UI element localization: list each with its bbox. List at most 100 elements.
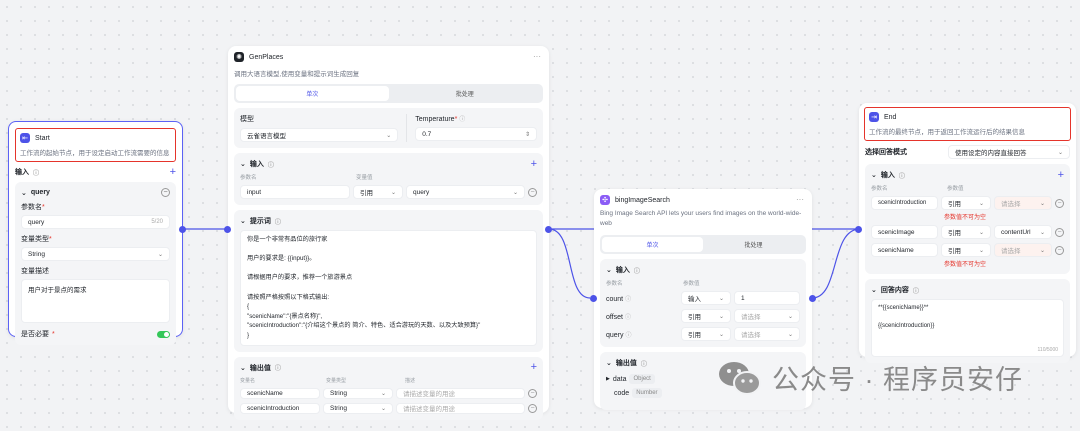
output-name-field[interactable]: scenicName (240, 387, 320, 399)
collapse-icon[interactable]: ⌄ (240, 364, 246, 372)
expand-icon[interactable]: ▶ (606, 376, 610, 382)
mode-select[interactable]: 引用 ⌄ (941, 243, 991, 257)
node-title: GenPlaces (249, 53, 284, 61)
mode-label: 选择回答模式 (865, 149, 907, 156)
collapse-icon[interactable]: ⌄ (21, 189, 27, 197)
value-select[interactable]: 请选择 ⌄ (994, 243, 1052, 257)
node-desc: 工作流的最终节点，用于返回工作流运行后的结果信息 (869, 129, 1025, 136)
prompt-line: { (247, 303, 250, 311)
output-desc-field[interactable]: 请描述变量的用途 (396, 402, 525, 414)
end-node[interactable]: ⇥ End 工作流的最终节点，用于返回工作流运行后的结果信息 选择回答模式 使用设定… (859, 103, 1076, 363)
collapse-icon[interactable]: ⌄ (240, 218, 246, 225)
model-select[interactable]: 云雀语言模型 ⌄ (240, 128, 399, 142)
node-desc: 调用大语言模型,使用变量和提示词生成回复 (234, 71, 360, 78)
tab-single[interactable]: 单次 (236, 86, 389, 101)
type-badge: Number (632, 388, 662, 398)
end-icon: ⇥ (869, 112, 879, 122)
remove-input-button[interactable]: − (1055, 245, 1064, 255)
input-label: 输入 (249, 161, 264, 168)
start-icon: ⇤ (20, 133, 30, 143)
remove-output-button[interactable]: − (528, 403, 537, 413)
output-name-field[interactable]: scenicIntroduction (240, 402, 320, 414)
answer-label: 回答内容 (880, 287, 909, 294)
chevron-down-icon: ⌄ (157, 251, 163, 258)
gen-output-port[interactable] (545, 226, 552, 233)
prompt-line: 请根据用户的要求，推荐一个旅游景点 (247, 274, 353, 282)
desc-textarea[interactable]: 用户对于景点的需求 (21, 279, 170, 323)
end-input-port[interactable] (855, 226, 862, 233)
remove-input-button[interactable]: − (1055, 198, 1064, 208)
node-title: End (884, 113, 897, 121)
name-label: 参数名 (21, 204, 42, 211)
mode-select[interactable]: 引用 ⌄ (941, 196, 991, 210)
answer-mode-select[interactable]: 使用设定的内容直接回答 ⌄ (948, 145, 1070, 159)
output-label: 输出值 (615, 360, 637, 367)
llm-icon: ✺ (234, 52, 244, 62)
more-icon[interactable]: ··· (796, 195, 804, 204)
required-toggle[interactable] (157, 330, 170, 338)
remove-param-button[interactable]: − (161, 188, 170, 197)
type-select[interactable]: String ⌄ (21, 247, 170, 261)
add-input-button[interactable]: + (1057, 168, 1064, 181)
param-name: query (30, 189, 50, 196)
error-message: 参数值不可为空 (944, 262, 987, 268)
collapse-icon[interactable]: ⌄ (606, 360, 612, 367)
collapse-icon[interactable]: ⌄ (240, 161, 246, 168)
bing-node[interactable]: ✣ bingImageSearch ··· Bing Image Search A… (594, 189, 812, 410)
remove-input-button[interactable]: − (1055, 227, 1064, 237)
param-name-field[interactable]: scenicImage (871, 225, 938, 239)
edge-gen-bing (548, 228, 591, 299)
remove-output-button[interactable]: − (528, 388, 537, 398)
temperature-input[interactable]: 0.7 ⇕ (415, 127, 537, 141)
input-name-field[interactable]: input (240, 185, 350, 199)
collapse-icon[interactable]: ⌄ (871, 172, 877, 179)
bing-input-port[interactable] (590, 295, 597, 302)
collapse-icon[interactable]: ⌄ (871, 287, 877, 294)
param-label: count (606, 295, 624, 303)
tab-batch[interactable]: 批处理 (455, 92, 474, 98)
temperature-label: Temperature (415, 116, 455, 123)
output-type-select[interactable]: String ⌄ (323, 402, 393, 414)
genplaces-node[interactable]: ✺ GenPlaces ··· 调用大语言模型,使用变量和提示词生成回复 单次 批处… (228, 46, 549, 420)
plugin-icon: ✣ (600, 195, 610, 205)
param-name-field[interactable]: scenicName (871, 243, 938, 257)
value-select[interactable]: 请选择 ⌄ (994, 196, 1052, 210)
value-select[interactable]: contentUrl ⌄ (994, 225, 1052, 239)
answer-editor[interactable]: **{{scenicName}}** {{scenicIntroduction}… (871, 299, 1064, 357)
output-desc-field[interactable]: 请描述变量的用途 (396, 387, 525, 399)
input-mode-select[interactable]: 引用 ⌄ (353, 185, 403, 199)
output-type-select[interactable]: String ⌄ (323, 387, 393, 399)
wechat-icon (719, 361, 761, 395)
input-value-select[interactable]: query ⌄ (406, 185, 525, 199)
prompt-line (247, 245, 530, 255)
chevron-down-icon: ⌄ (386, 132, 392, 139)
stepper-icon: ⇕ (524, 131, 530, 138)
prompt-editor[interactable]: 你是一个非常有品位的旅行家 用户的要求是: {{input}}。 请根据用户的要… (240, 230, 537, 346)
add-input-button[interactable]: + (169, 165, 176, 178)
bing-output-port[interactable] (809, 295, 816, 302)
char-count: 110/5000 (1037, 347, 1058, 353)
param-name-input[interactable]: query 5/20 (21, 215, 170, 229)
collapse-icon[interactable]: ⌄ (606, 267, 612, 274)
input-label: 输入 (880, 172, 895, 179)
start-node[interactable]: ⇤ Start 工作流的起始节点，用于设定启动工作流需要的信息 输入 ⓘ + ⌄ que… (8, 121, 183, 345)
more-icon[interactable]: ··· (533, 52, 541, 61)
tab-single[interactable]: 单次 (602, 237, 703, 252)
mode-select[interactable]: 引用 ⌄ (941, 225, 991, 239)
input-label: 输入 (15, 169, 29, 176)
value-input[interactable]: 1 (734, 291, 800, 305)
param-name-field[interactable]: scenicIntroduction (871, 196, 938, 210)
add-output-button[interactable]: + (530, 361, 537, 374)
remove-input-button[interactable]: − (528, 187, 537, 197)
mode-select[interactable]: 输入 ⌄ (681, 291, 731, 305)
input-label: 输入 (615, 267, 630, 274)
tab-batch[interactable]: 批处理 (744, 243, 763, 249)
start-output-port[interactable] (179, 226, 186, 233)
add-input-button[interactable]: + (530, 157, 537, 170)
mode-select[interactable]: 引用 ⌄ (681, 309, 731, 323)
mode-select[interactable]: 引用 ⌄ (681, 327, 731, 341)
error-message: 参数值不可为空 (944, 215, 987, 221)
value-select[interactable]: 请选择 ⌄ (734, 309, 800, 323)
gen-input-port[interactable] (224, 226, 231, 233)
value-select[interactable]: 请选择 ⌄ (734, 327, 800, 341)
